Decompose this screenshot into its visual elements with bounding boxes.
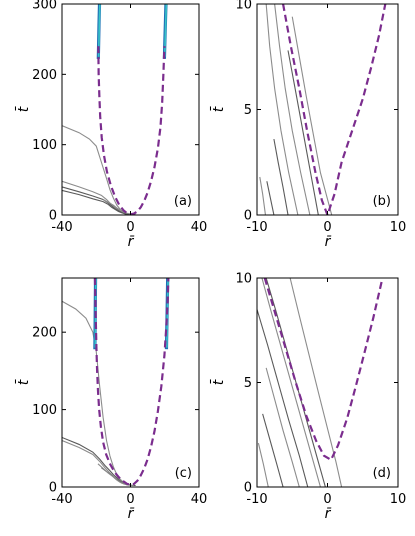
gray-curve-4 [273,138,289,215]
y-tick-label: 100 [32,403,57,418]
gray-curve-6 [257,442,269,487]
x-tick-label: 10 [390,220,407,235]
y-tick-label: 0 [244,481,252,496]
panel-label: (c) [175,466,192,481]
x-tick-label: 10 [390,492,407,507]
gray-curve-0 [62,125,131,215]
gray-curve-5 [266,181,275,215]
y-tick-label: 5 [244,376,252,391]
y-tick-label: 10 [235,0,252,13]
panel-label: (d) [373,466,391,481]
gray-curve-3 [257,309,309,487]
x-tick-label: 40 [191,492,208,507]
y-tick-label: 0 [244,209,252,224]
plot-area [257,278,384,487]
x-tick-label: 0 [323,492,331,507]
x-tick-label: -40 [51,220,72,235]
dashed-curve [281,4,387,215]
gray-curve-1 [274,4,311,215]
y-axis-label: t̄ [209,379,227,385]
x-tick-label: -40 [51,492,72,507]
y-axis-label: t̄ [14,106,32,112]
cyan-curve-1 [166,278,169,348]
gray-curve-5 [262,413,284,487]
plot-area [259,4,387,215]
plot-area [62,278,170,486]
plot-area [62,4,168,215]
panel-label: (b) [373,194,391,209]
x-tick-label: 0 [126,220,134,235]
x-axis-label: r̄ [325,234,332,250]
x-tick-label: 40 [191,220,208,235]
y-tick-label: 0 [49,481,57,496]
gray-curve-0 [62,300,131,486]
gray-curve-0 [261,278,321,487]
y-axis-label: t̄ [209,106,227,112]
y-tick-label: 100 [32,138,57,153]
axes-frame [61,3,200,216]
y-axis-label: t̄ [14,379,32,385]
gray-curve-0 [265,4,299,215]
y-tick-label: 200 [32,326,57,341]
x-axis-label: r̄ [128,506,135,522]
x-axis-label: r̄ [325,506,332,522]
dashed-curve [263,278,384,462]
gray-curve-3 [287,50,319,215]
x-tick-label: -10 [246,220,267,235]
y-tick-label: 200 [32,68,57,83]
gray-curve-4 [265,367,300,487]
gray-curve-2 [291,16,333,215]
axes-frame [61,277,200,488]
dashed-curve [93,278,170,486]
x-tick-label: -10 [246,492,267,507]
x-axis-label: r̄ [128,234,135,250]
y-tick-label: 0 [49,209,57,224]
panel-label: (a) [174,194,192,209]
x-tick-label: 0 [323,220,331,235]
dashed-curve [97,46,166,215]
gray-curve-6 [259,176,267,215]
y-tick-label: 5 [244,103,252,118]
gray-curve-2 [289,278,343,487]
y-tick-label: 10 [235,272,252,287]
x-tick-label: 0 [126,492,134,507]
y-tick-label: 300 [32,0,57,13]
gray-curve-3 [62,189,131,215]
gray-curve-1 [265,278,326,487]
